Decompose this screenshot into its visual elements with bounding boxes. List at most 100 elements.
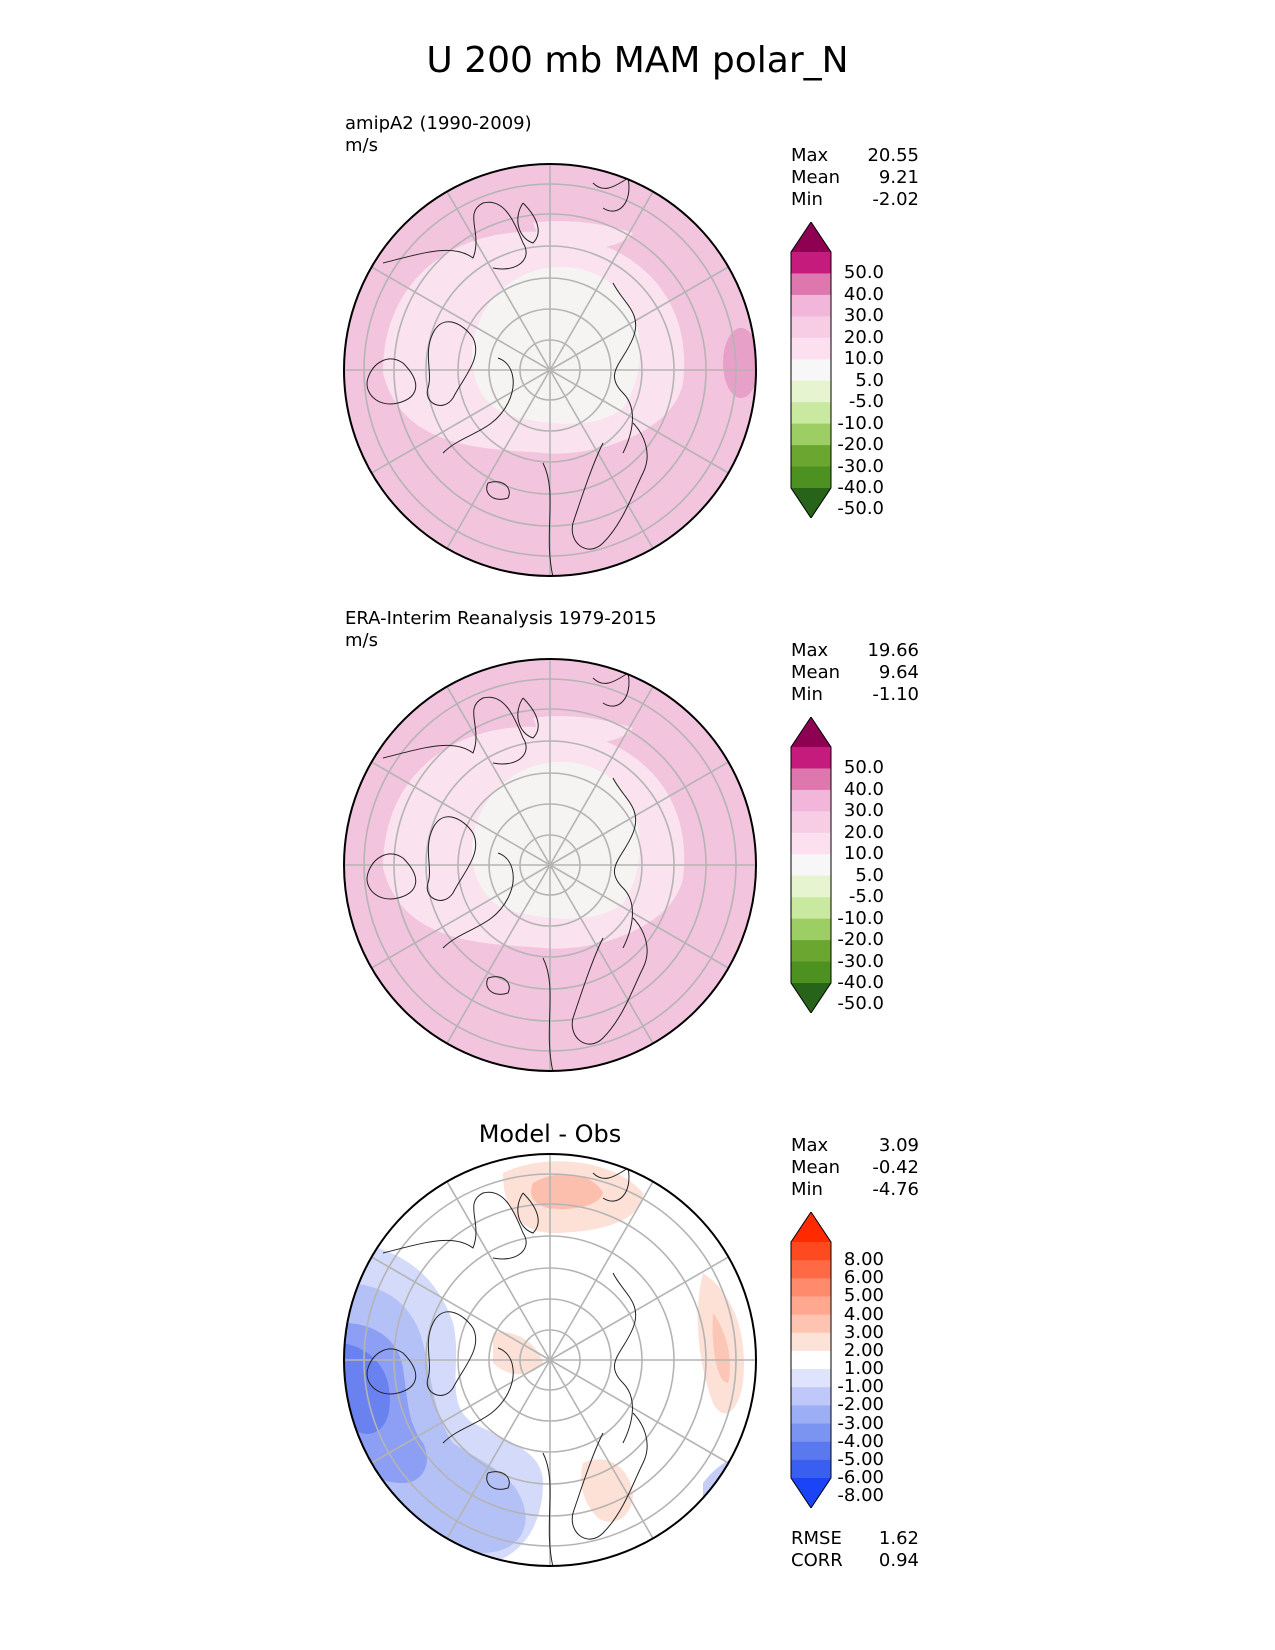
- colorbar-extend-bottom: [791, 983, 831, 1013]
- colorbar-tick-label: 5.0: [855, 864, 884, 886]
- colorbar-tick-label: -4.00: [837, 1430, 884, 1452]
- colorbar-tick-label: 4.00: [843, 1303, 884, 1325]
- colorbar-extend-top: [791, 222, 831, 252]
- field-band: [712, 1313, 730, 1383]
- panel-2-units: m/s: [345, 630, 378, 651]
- colorbar-tick-label: 1.00: [843, 1358, 884, 1380]
- colorbar-extend-bottom: [791, 488, 831, 518]
- meridian-line: [549, 254, 750, 371]
- colorbar-segment: [791, 1278, 831, 1297]
- panel-2-colorbar-ticks: 50.0 40.0 30.0 20.0 10.0 5.0 -5.0 -10.0 -20.0 -30…: [828, 717, 884, 1013]
- coastline-path: [517, 1192, 539, 1234]
- colorbar-tick-label: -6.00: [837, 1467, 884, 1488]
- colorbar-tick-label: -10.0: [837, 907, 884, 929]
- colorbar-segment: [791, 359, 831, 382]
- panel-2-stats: Max 19.66 Mean 9.64 Min -1.10: [791, 640, 919, 706]
- panel-2-label: ERA-Interim Reanalysis 1979-2015 m/s: [345, 608, 657, 652]
- colorbar-tick-label: -30.0: [837, 455, 884, 477]
- field-band: [533, 221, 633, 250]
- coastline-path: [542, 957, 554, 1071]
- coastlines: [366, 672, 648, 1071]
- colorbar-tick-label: -20.0: [837, 929, 884, 951]
- panel-2-dataset: ERA-Interim Reanalysis 1979-2015: [345, 608, 657, 629]
- colorbar-tick-label: 20.0: [843, 326, 884, 348]
- coastline-path: [382, 1191, 527, 1260]
- field-band: [723, 328, 756, 398]
- panel-3-metrics: RMSE 1.62 CORR 0.94: [791, 1528, 919, 1572]
- colorbar-tick-label: -5.0: [848, 391, 884, 413]
- colorbar-segment: [791, 961, 831, 984]
- meridian-line: [434, 665, 551, 866]
- colorbar-segment: [791, 832, 831, 855]
- colorbar-tick-label: 30.0: [843, 800, 884, 822]
- map-field: [344, 659, 756, 1071]
- map-field: [344, 164, 756, 576]
- colorbar-extend-top: [791, 1212, 831, 1242]
- colorbar-segment: [791, 1332, 831, 1352]
- colorbar-segment: [791, 1314, 831, 1334]
- colorbar-segment: [791, 940, 831, 963]
- coastline-path: [542, 462, 554, 576]
- panel-3-polar-map: [343, 1153, 757, 1567]
- colorbar-segment: [791, 1350, 831, 1370]
- stat-row: Mean 9.21: [791, 167, 919, 188]
- colorbar-segment: [791, 316, 831, 339]
- colorbar-tick-label: -30.0: [837, 950, 884, 972]
- colorbar-segment: [791, 768, 831, 791]
- panel-3-colorbar: [790, 1212, 832, 1508]
- colorbar-tick-label: -2.00: [837, 1394, 884, 1416]
- panel-2-colorbar: [790, 717, 832, 1013]
- colorbar-segment: [791, 1242, 831, 1261]
- colorbar-tick-label: 30.0: [843, 305, 884, 327]
- panel-3-title: Model - Obs: [478, 1120, 622, 1148]
- colorbar-segment: [791, 811, 831, 834]
- colorbar-segment: [791, 1387, 831, 1406]
- colorbar-outline: [790, 222, 832, 518]
- figure-title: U 200 mb MAM polar_N: [426, 40, 849, 81]
- colorbar-segment: [791, 1405, 831, 1425]
- map-field: [344, 1154, 756, 1566]
- panel-1-colorbar-ticks: 50.0 40.0 30.0 20.0 10.0 5.0 -5.0 -10.0 -20.0 -30…: [828, 222, 884, 518]
- colorbar-tick-label: 40.0: [843, 778, 884, 800]
- stat-row: Min -4.76: [791, 1179, 919, 1200]
- colorbar-tick-label: 20.0: [843, 821, 884, 843]
- colorbar-segment: [791, 1296, 831, 1316]
- colorbar-segment: [791, 252, 831, 274]
- colorbar-tick-label: 6.00: [843, 1267, 884, 1289]
- colorbar-segment: [791, 466, 831, 489]
- colorbar-tick-label: 3.00: [843, 1321, 884, 1343]
- panel-2-polar-map: [343, 658, 757, 1072]
- coastline-path: [517, 697, 539, 739]
- coastline-path: [571, 1412, 648, 1540]
- colorbar-tick-label: -50.0: [837, 498, 884, 520]
- field-band: [493, 1332, 543, 1375]
- meridian-line: [434, 1359, 551, 1560]
- metric-row: CORR 0.94: [791, 1550, 919, 1571]
- coastline-path: [366, 358, 417, 405]
- stat-row: Min -1.10: [791, 684, 919, 705]
- coastline-path: [426, 321, 477, 406]
- meridian-line: [350, 864, 551, 981]
- colorbar-segment: [791, 854, 831, 877]
- meridian-line: [549, 369, 666, 570]
- panel-3-colorbar-ticks: 8.00 6.00 5.00 4.00 3.00 2.00 1.00 -1.00 -2.00 -3…: [828, 1212, 884, 1508]
- coastline-path: [382, 201, 527, 270]
- colorbar-outline: [790, 1212, 832, 1508]
- coastlines: [366, 1167, 648, 1566]
- coastline-path: [571, 422, 648, 550]
- coastline-path: [486, 481, 510, 500]
- map-boundary: [343, 658, 757, 1072]
- colorbar-tick-label: -40.0: [837, 477, 884, 498]
- meridian-line: [549, 1359, 750, 1476]
- stat-row: Max 3.09: [791, 1135, 919, 1156]
- colorbar-segment: [791, 875, 831, 898]
- field-band: [581, 1459, 633, 1522]
- colorbar-outline: [790, 717, 832, 1013]
- colorbar-tick-label: 10.0: [843, 348, 884, 370]
- coastline-path: [366, 1348, 417, 1395]
- colorbar-segment: [791, 897, 831, 920]
- panel-3-stats: Max 3.09 Mean -0.42 Min -4.76: [791, 1135, 919, 1201]
- coastline-path: [517, 202, 539, 244]
- panel-1-stats: Max 20.55 Mean 9.21 Min -2.02: [791, 145, 919, 211]
- colorbar-tick-label: 50.0: [843, 757, 884, 779]
